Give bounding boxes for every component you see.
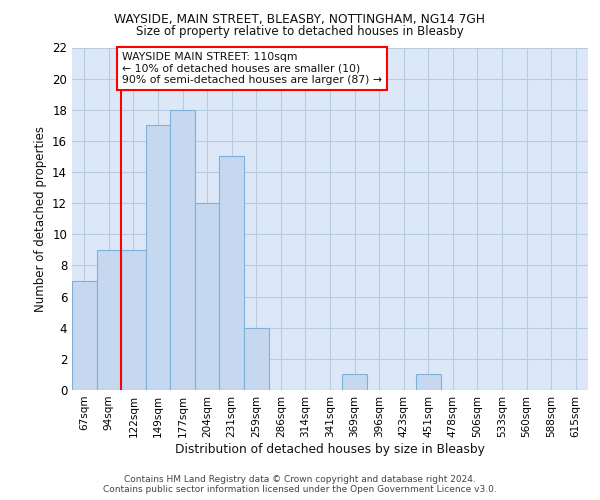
Bar <box>72 281 97 390</box>
Bar <box>146 126 170 390</box>
Bar <box>244 328 269 390</box>
Bar <box>342 374 367 390</box>
Bar <box>195 203 220 390</box>
Bar <box>220 156 244 390</box>
Text: WAYSIDE, MAIN STREET, BLEASBY, NOTTINGHAM, NG14 7GH: WAYSIDE, MAIN STREET, BLEASBY, NOTTINGHA… <box>115 12 485 26</box>
Text: Contains HM Land Registry data © Crown copyright and database right 2024.
Contai: Contains HM Land Registry data © Crown c… <box>103 474 497 494</box>
X-axis label: Distribution of detached houses by size in Bleasby: Distribution of detached houses by size … <box>175 442 485 456</box>
Bar <box>416 374 440 390</box>
Bar <box>121 250 146 390</box>
Bar <box>97 250 121 390</box>
Y-axis label: Number of detached properties: Number of detached properties <box>34 126 47 312</box>
Bar <box>170 110 195 390</box>
Text: WAYSIDE MAIN STREET: 110sqm
← 10% of detached houses are smaller (10)
90% of sem: WAYSIDE MAIN STREET: 110sqm ← 10% of det… <box>122 52 382 86</box>
Text: Size of property relative to detached houses in Bleasby: Size of property relative to detached ho… <box>136 25 464 38</box>
